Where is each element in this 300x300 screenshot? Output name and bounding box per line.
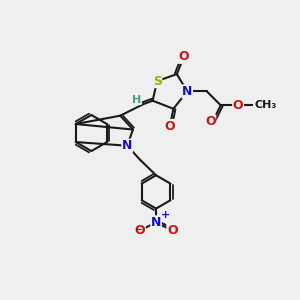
Text: N: N <box>151 216 161 229</box>
Text: O: O <box>165 120 175 133</box>
Text: ⁻: ⁻ <box>135 226 142 238</box>
Text: O: O <box>178 50 189 63</box>
Text: O: O <box>233 99 243 112</box>
Text: O: O <box>135 224 145 237</box>
Text: CH₃: CH₃ <box>254 100 277 110</box>
Text: S: S <box>153 74 162 88</box>
Text: +: + <box>161 210 170 220</box>
Text: N: N <box>182 85 192 98</box>
Text: H: H <box>132 94 141 104</box>
Text: O: O <box>167 224 178 237</box>
Text: O: O <box>205 115 216 128</box>
Text: N: N <box>122 139 132 152</box>
